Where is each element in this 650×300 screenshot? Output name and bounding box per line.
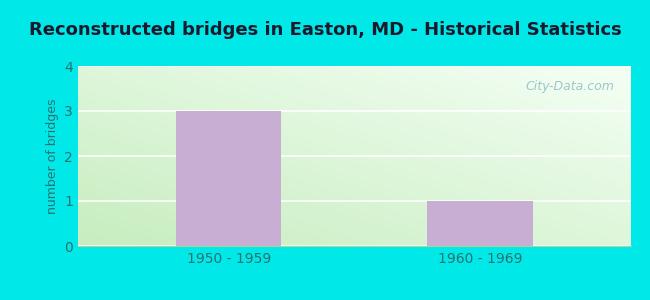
Bar [427,201,532,246]
Y-axis label: number of bridges: number of bridges [46,98,58,214]
Text: City-Data.com: City-Data.com [525,80,614,93]
Text: Reconstructed bridges in Easton, MD - Historical Statistics: Reconstructed bridges in Easton, MD - Hi… [29,21,621,39]
Bar [176,111,281,246]
